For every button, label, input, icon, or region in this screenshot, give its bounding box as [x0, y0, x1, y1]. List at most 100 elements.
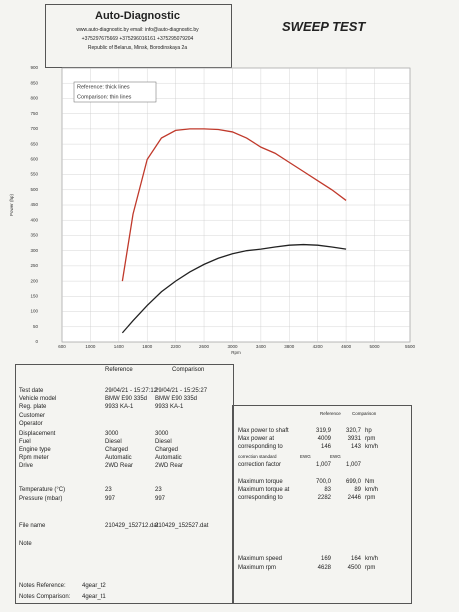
row-label: Maximum torque at	[238, 487, 290, 493]
row-label: Operator	[19, 421, 43, 427]
x-tick-label: 5500	[405, 344, 416, 349]
row-label: Pressure (mbar)	[19, 496, 63, 502]
row-label: File name	[19, 523, 46, 529]
chart: 0 50 100 150 200 250 300 350 400 450 500 550 600 650 7…	[9, 65, 416, 355]
cell-value: 320,7	[345, 428, 361, 434]
row-label: Fuel	[19, 439, 31, 445]
cell-value: BMW E90 335d	[155, 396, 198, 402]
y-tick-label: 650	[30, 141, 38, 146]
unit: rpm	[365, 565, 376, 571]
cell-value: 143	[350, 444, 361, 450]
cell-value: 23	[105, 487, 112, 493]
cell-value: 1,007	[345, 462, 361, 468]
header-box	[45, 4, 232, 68]
cell-value: 2446	[347, 495, 361, 501]
column-header: Reference	[320, 411, 341, 416]
y-tick-label: 850	[30, 80, 38, 85]
row-label: Test date	[19, 388, 44, 394]
results-box	[232, 405, 412, 604]
cell-value: 89	[354, 487, 361, 493]
row-label: Engine type	[19, 447, 51, 453]
row-label: Rpm meter	[19, 455, 49, 461]
address: Republic of Belarus, Minsk, Borodinskaya…	[87, 45, 188, 51]
x-tick-label: 3400	[256, 344, 267, 349]
cell-value: 4628	[317, 565, 331, 571]
legend-note-box	[73, 81, 157, 103]
cell-value: EWG	[330, 454, 341, 459]
cell-value: Automatic	[155, 455, 182, 461]
x-tick-label: 5000	[369, 344, 380, 349]
row-label: corresponding to	[238, 495, 283, 501]
column-header: Comparison	[352, 411, 377, 416]
x-tick-label: 4600	[341, 344, 352, 349]
cell-value: 2282	[317, 495, 331, 501]
cell-value: 4009	[317, 436, 331, 442]
legend-note: Comparison: thin lines	[77, 94, 132, 100]
cell-value: 210429_152712.dat	[105, 523, 159, 529]
row-label: correction factor	[238, 462, 282, 468]
cell-value: EWG	[300, 454, 311, 459]
row-label: Maximum torque	[238, 479, 283, 485]
y-tick-label: 500	[30, 187, 38, 192]
cell-value: 1,007	[315, 462, 331, 468]
x-tick-label: 1400	[114, 344, 125, 349]
row-label: Customer	[19, 413, 46, 419]
cell-value: 210429_152527.dat	[155, 523, 209, 529]
x-tick-label: 1800	[142, 344, 153, 349]
cell-value: 2WD Rear	[105, 463, 134, 469]
company-title: Auto-Diagnostic	[95, 10, 180, 22]
unit: km/h	[365, 444, 379, 450]
cell-value: 4500	[347, 565, 361, 571]
y-axis-label: Power (hp)	[9, 193, 14, 216]
legend-note: Reference: thick lines	[77, 84, 130, 90]
cell-value: 3000	[155, 431, 169, 437]
phones: +375297675669 +375296016161 +37529507920…	[81, 36, 194, 42]
row-label: Temperature (°C)	[19, 487, 66, 493]
row-label: Maximum speed	[238, 556, 283, 562]
unit: km/h	[365, 487, 379, 493]
cell-value: Diesel	[155, 439, 172, 445]
cell-value: 3931	[347, 436, 361, 442]
row-label: correction standard	[238, 454, 277, 459]
x-tick-label: 4200	[313, 344, 324, 349]
x-tick-label: 3000	[227, 344, 238, 349]
row-label: Vehicle model	[19, 396, 57, 402]
website: www.auto-diagnostic.by email: info@auto-…	[76, 27, 199, 33]
y-tick-label: 900	[30, 65, 38, 70]
unit: rpm	[365, 495, 376, 501]
row-label: Note	[19, 541, 32, 547]
cell-value: Diesel	[105, 439, 122, 445]
details-box	[15, 364, 234, 604]
cell-value: 699,0	[345, 479, 361, 485]
cell-value: 3000	[105, 431, 119, 437]
cell-value: 23	[155, 487, 162, 493]
y-tick-label: 50	[33, 324, 39, 329]
note-value: 4gear_t1	[82, 594, 106, 600]
cell-value: 146	[320, 444, 331, 450]
cell-value: 997	[155, 496, 166, 502]
report-title: SWEEP TEST	[282, 19, 366, 34]
column-header: Reference	[105, 367, 133, 373]
cell-value: 29/04/21 - 15:27:12	[105, 388, 158, 394]
y-tick-label: 550	[30, 172, 38, 177]
y-tick-label: 150	[30, 294, 38, 299]
cell-value: 700,0	[315, 479, 331, 485]
cell-value: BMW E90 335d	[105, 396, 148, 402]
y-tick-label: 100	[30, 309, 38, 314]
unit: Nm	[365, 479, 375, 485]
y-tick-label: 250	[30, 263, 38, 268]
cell-value: 9933 KA-1	[155, 404, 184, 410]
row-label: Drive	[19, 463, 34, 469]
cell-value: Automatic	[105, 455, 132, 461]
row-label: Max power at	[238, 436, 275, 442]
x-tick-label: 3800	[284, 344, 295, 349]
unit: hp	[365, 428, 372, 434]
y-tick-label: 400	[30, 217, 38, 222]
cell-value: 169	[320, 556, 331, 562]
cell-value: 164	[350, 556, 361, 562]
y-tick-label: 700	[30, 126, 38, 131]
cell-value: Charged	[155, 447, 179, 453]
series-line	[121, 128, 347, 282]
y-tick-label: 800	[30, 96, 38, 101]
column-header: Comparison	[172, 367, 205, 373]
